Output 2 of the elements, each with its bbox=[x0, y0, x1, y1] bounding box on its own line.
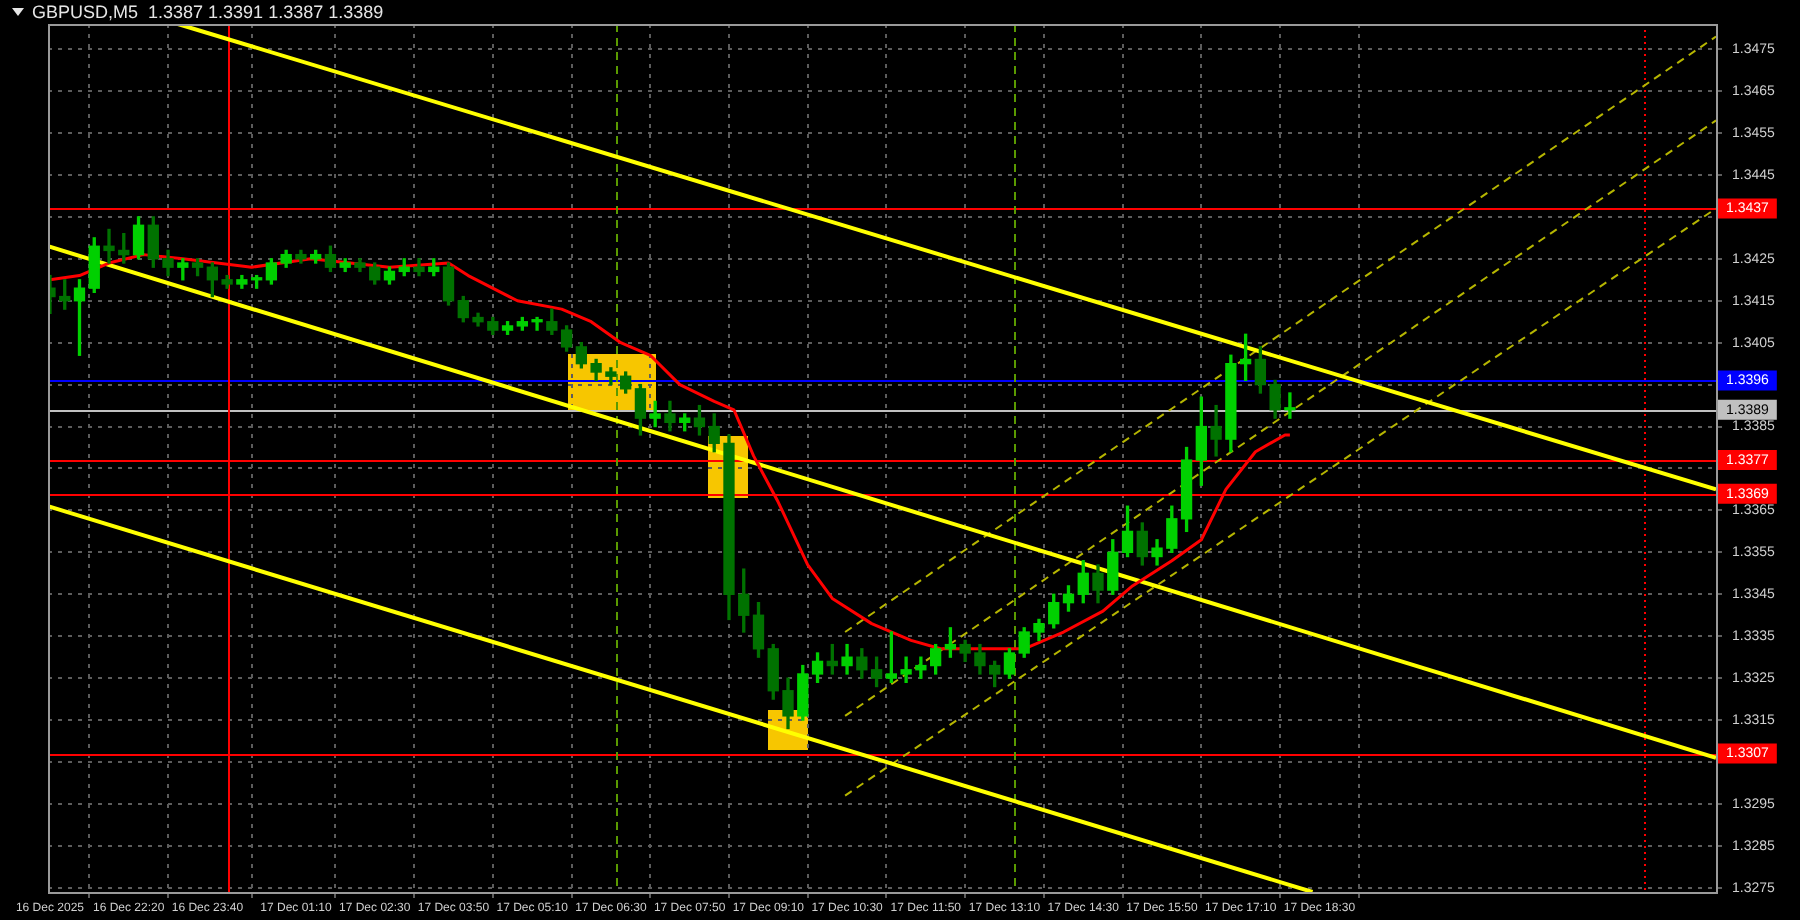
chart-title: GBPUSD,M5 1.3387 1.3391 1.3387 1.3389 bbox=[32, 2, 384, 22]
candlestick bbox=[1284, 392, 1296, 419]
